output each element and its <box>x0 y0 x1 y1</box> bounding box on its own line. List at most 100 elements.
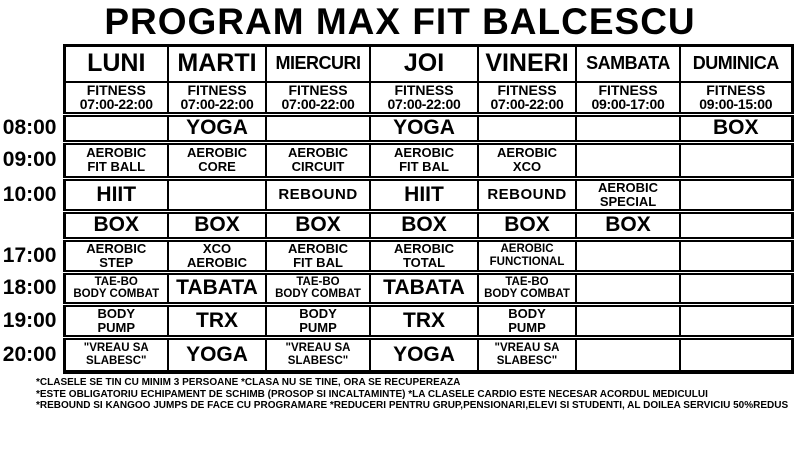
time-label: 10:00 <box>2 182 57 206</box>
time-label: 17:00 <box>2 243 57 267</box>
schedule-cell: TAE-BO BODY COMBAT <box>265 269 371 307</box>
fitness-hours: 07:00-22:00 <box>180 95 254 112</box>
schedule-row: 18:00 TAE-BO BODY COMBAT TABATA TAE-BO BODY… <box>2 269 794 307</box>
time-label: 19:00 <box>2 308 57 332</box>
schedule-row: 20:00 "VREAU SA SLABESC" YOGA "VREAU SA SLA… <box>2 334 794 374</box>
schedule-cell <box>679 334 794 374</box>
fitness-label: FITNESS <box>288 81 348 98</box>
fitness-hours: 07:00-22:00 <box>281 95 355 112</box>
fitness-hours: 09:00-15:00 <box>699 95 773 112</box>
schedule-row: 09:00 AEROBIC FIT BALL AEROBIC CORE AEROBIC… <box>2 139 794 181</box>
schedule-cell <box>575 334 681 374</box>
day-header-row: LUNI MARTI MIERCURI JOI VINERI SAMBATA DUMINIC… <box>2 44 794 83</box>
page-title: PROGRAM MAX FIT BALCESCU <box>104 1 696 42</box>
fitness-label: FITNESS <box>497 81 557 98</box>
schedule-cell: AEROBIC FUNCTIONAL <box>477 236 577 275</box>
schedule-row: BOX BOX BOX BOX BOX BOX <box>2 208 794 242</box>
time-label: 09:00 <box>2 148 57 171</box>
schedule-cell <box>679 139 794 181</box>
schedule-cell: BOX <box>575 208 681 242</box>
schedule-cell <box>62 111 169 145</box>
day-header: VINERI <box>477 44 577 83</box>
day-header: MARTI <box>167 44 267 83</box>
schedule-cell: TABATA <box>167 269 267 307</box>
schedule-cell: AEROBIC STEP <box>62 236 169 275</box>
fitness-hours: 07:00-22:00 <box>387 95 461 112</box>
schedule-cell: YOGA <box>369 334 479 374</box>
schedule-cell: YOGA <box>167 111 267 145</box>
schedule-cell <box>265 111 371 145</box>
schedule-cell: TRX <box>369 301 479 340</box>
time-label: 20:00 <box>2 342 57 366</box>
fitness-label: FITNESS <box>86 81 146 98</box>
schedule-cell <box>575 269 681 307</box>
footnote-line: *CLASELE SE TIN CU MINIM 3 PERSOANE *CLA… <box>36 377 461 388</box>
time-gutter <box>2 82 64 115</box>
schedule-cell: AEROBIC SPECIAL <box>575 175 681 214</box>
fitness-hours-cell: FITNESS 07:00-22:00 <box>369 80 479 117</box>
schedule-cell: HIIT <box>62 175 169 214</box>
schedule-cell: AEROBIC FIT BAL <box>265 236 371 275</box>
fitness-label: FITNESS <box>706 81 766 98</box>
schedule-cell: "VREAU SA SLABESC" <box>477 334 577 374</box>
time-label: 18:00 <box>2 276 57 299</box>
fitness-hours-cell: FITNESS 09:00-15:00 <box>679 80 794 117</box>
schedule-cell <box>679 301 794 340</box>
schedule-cell: TABATA <box>369 269 479 307</box>
schedule-cell: BODY PUMP <box>62 301 169 340</box>
schedule-row: 10:00 HIIT REBOUND HIIT REBOUND AEROBIC SPECI… <box>2 175 794 214</box>
day-header: DUMINICA <box>679 44 794 83</box>
schedule-body: 08:00 YOGA YOGA BOX 09:00 AEROBIC FIT BALL AER… <box>2 111 794 374</box>
schedule-row: 17:00 AEROBIC STEP XCO AEROBIC AEROBIC FIT … <box>2 236 794 275</box>
schedule-cell: HIIT <box>369 175 479 214</box>
day-header: MIERCURI <box>265 44 371 83</box>
footnote-line: *REBOUND SI KANGOO JUMPS DE FACE CU PROG… <box>36 400 789 411</box>
schedule-cell: TRX <box>167 301 267 340</box>
schedule-cell: BOX <box>62 208 169 242</box>
schedule-row: 19:00 BODY PUMP TRX BODY PUMP TRX BODY PUMP <box>2 301 794 340</box>
schedule-cell <box>575 301 681 340</box>
schedule-cell: BOX <box>167 208 267 242</box>
day-header: LUNI <box>62 44 169 83</box>
fitness-label: FITNESS <box>598 81 658 98</box>
schedule-cell: YOGA <box>369 111 479 145</box>
schedule-cell: REBOUND <box>265 175 371 214</box>
schedule-cell: AEROBIC XCO <box>477 139 577 181</box>
schedule-header: LUNI MARTI MIERCURI JOI VINERI SAMBATA DUMINIC… <box>2 44 794 117</box>
fitness-hours-row: FITNESS 07:00-22:00 FITNESS 07:00-22:00 FITN… <box>2 80 794 117</box>
schedule-cell: AEROBIC CORE <box>167 139 267 181</box>
fitness-hours: 09:00-17:00 <box>591 95 665 112</box>
fitness-label: FITNESS <box>187 81 247 98</box>
schedule-cell <box>477 111 577 145</box>
time-gutter-corner <box>2 46 64 82</box>
fitness-hours-cell: FITNESS 07:00-22:00 <box>62 80 169 117</box>
schedule-table: LUNI MARTI MIERCURI JOI VINERI SAMBATA DUMINIC… <box>2 44 794 374</box>
schedule-cell <box>679 175 794 214</box>
schedule-cell <box>575 139 681 181</box>
time-label: 08:00 <box>2 116 57 139</box>
schedule-cell: TAE-BO BODY COMBAT <box>62 269 169 307</box>
schedule-row: 08:00 YOGA YOGA BOX <box>2 111 794 145</box>
schedule-cell: "VREAU SA SLABESC" <box>62 334 169 374</box>
footnotes: *CLASELE SE TIN CU MINIM 3 PERSOANE *CLA… <box>36 377 800 412</box>
schedule-cell: AEROBIC FIT BAL <box>369 139 479 181</box>
schedule-cell: BOX <box>265 208 371 242</box>
fitness-hours: 07:00-22:00 <box>490 95 564 112</box>
fitness-hours-cell: FITNESS 07:00-22:00 <box>477 80 577 117</box>
fitness-hours-cell: FITNESS 07:00-22:00 <box>167 80 267 117</box>
schedule-cell: BODY PUMP <box>477 301 577 340</box>
schedule-cell: YOGA <box>167 334 267 374</box>
fitness-hours-cell: FITNESS 09:00-17:00 <box>575 80 681 117</box>
schedule-cell: XCO AEROBIC <box>167 236 267 275</box>
schedule-cell <box>575 236 681 275</box>
fitness-hours-cell: FITNESS 07:00-22:00 <box>265 80 371 117</box>
time-label <box>2 211 64 239</box>
fitness-hours: 07:00-22:00 <box>79 95 153 112</box>
schedule-cell: BODY PUMP <box>265 301 371 340</box>
schedule-cell <box>167 175 267 214</box>
schedule-cell: REBOUND <box>477 175 577 214</box>
schedule-cell: AEROBIC FIT BALL <box>62 139 169 181</box>
schedule-cell: BOX <box>477 208 577 242</box>
schedule-cell <box>679 269 794 307</box>
